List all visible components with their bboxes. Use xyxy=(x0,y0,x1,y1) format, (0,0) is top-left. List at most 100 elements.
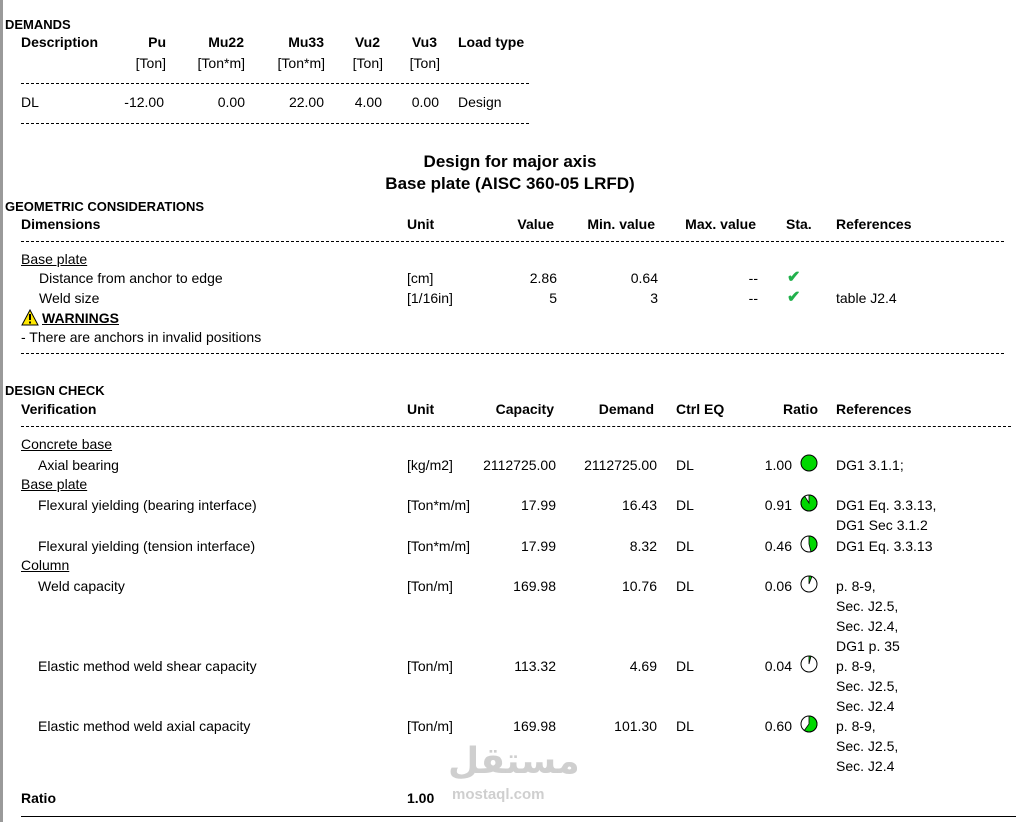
geometric-header-max: Max. value xyxy=(685,216,756,232)
geometric-row2-status-check-icon: ✔ xyxy=(787,289,801,306)
check-row-demand: 16.43 xyxy=(621,497,657,513)
designcheck-header-ratio: Ratio xyxy=(783,401,818,417)
check-row-reference: Sec. J2.5, xyxy=(836,598,899,614)
demands-separator-top xyxy=(21,83,529,84)
demands-row-loadtype: Design xyxy=(458,94,502,110)
check-row-reference: p. 8-9, xyxy=(836,718,876,734)
warning-text: - There are anchors in invalid positions xyxy=(21,329,262,345)
designcheck-header-references: References xyxy=(836,401,912,417)
demands-unit-pu: [Ton] xyxy=(135,55,166,71)
check-row-reference: Sec. J2.4 xyxy=(836,698,895,714)
geometric-header-min: Min. value xyxy=(587,216,655,232)
check-row-ratio: 0.46 xyxy=(764,538,792,554)
designcheck-section-title: DESIGN CHECK xyxy=(5,383,105,398)
check-row-capacity: 2112725.00 xyxy=(483,457,556,473)
check-row-reference: DG1 Eq. 3.3.13, xyxy=(836,497,937,513)
demands-row-description: DL xyxy=(21,94,39,110)
demands-unit-vu2: [Ton] xyxy=(352,55,383,71)
geometric-header-unit: Unit xyxy=(407,216,435,232)
ratio-gauge-icon xyxy=(800,535,818,553)
check-row-demand: 8.32 xyxy=(629,538,657,554)
check-row-label: Flexural yielding (bearing interface) xyxy=(38,497,257,513)
geometric-header-references: References xyxy=(836,216,912,232)
final-separator xyxy=(21,816,1016,817)
designcheck-group-baseplate: Base plate xyxy=(21,476,88,492)
designcheck-header-capacity: Capacity xyxy=(495,401,554,417)
check-row-ctrleq: DL xyxy=(676,658,694,674)
check-row-reference: DG1 3.1.1; xyxy=(836,457,904,473)
ratio-gauge-icon xyxy=(800,575,818,593)
left-border xyxy=(0,0,3,822)
check-row-ctrleq: DL xyxy=(676,578,694,594)
ratio-gauge-icon xyxy=(800,655,818,673)
ratio-gauge-icon xyxy=(800,494,818,512)
demands-row-mu33: 22.00 xyxy=(288,94,324,110)
check-row-unit: [Ton*m/m] xyxy=(407,538,471,554)
demands-unit-mu22: [Ton*m] xyxy=(197,55,245,71)
designcheck-header-verification: Verification xyxy=(21,401,97,417)
geometric-separator-top xyxy=(21,241,1004,242)
geometric-row2-label: Weld size xyxy=(39,290,100,306)
check-row-reference: Sec. J2.4 xyxy=(836,758,895,774)
check-row-label: Weld capacity xyxy=(38,578,125,594)
check-row-demand: 10.76 xyxy=(621,578,657,594)
demands-unit-mu33: [Ton*m] xyxy=(277,55,325,71)
geometric-row1-max: -- xyxy=(748,270,758,286)
check-row-unit: [Ton/m] xyxy=(407,578,453,594)
demands-header-loadtype: Load type xyxy=(458,34,525,50)
designcheck-separator-top xyxy=(21,426,1011,427)
demands-header-pu: Pu xyxy=(148,34,166,50)
watermark-arabic: مستقل xyxy=(448,741,580,782)
geometric-row2-reference: table J2.4 xyxy=(836,290,897,306)
demands-header-description: Description xyxy=(21,34,99,50)
check-row-unit: [kg/m2] xyxy=(407,457,453,473)
ratio-gauge-icon xyxy=(800,715,818,733)
design-title-line1: Design for major axis xyxy=(423,152,597,171)
demands-row-vu3: 0.00 xyxy=(411,94,439,110)
check-row-capacity: 169.98 xyxy=(513,578,556,594)
ratio-gauge-icon xyxy=(800,454,818,472)
check-row-unit: [Ton/m] xyxy=(407,718,453,734)
check-row-reference: DG1 Sec 3.1.2 xyxy=(836,517,928,533)
geometric-row2-max: -- xyxy=(748,290,758,306)
demands-header-mu33: Mu33 xyxy=(288,34,324,50)
check-row-ratio: 1.00 xyxy=(764,457,792,473)
demands-separator-bottom xyxy=(21,123,529,124)
check-row-label: Flexural yielding (tension interface) xyxy=(38,538,256,554)
demands-header-mu22: Mu22 xyxy=(208,34,244,50)
check-row-ratio: 0.60 xyxy=(764,718,792,734)
demands-row-mu22: 0.00 xyxy=(217,94,245,110)
designcheck-header-demand: Demand xyxy=(598,401,654,417)
check-row-reference: DG1 Eq. 3.3.13 xyxy=(836,538,933,554)
designcheck-group-concrete: Concrete base xyxy=(21,436,113,452)
check-row-reference: Sec. J2.5, xyxy=(836,678,899,694)
geometric-row1-status-check-icon: ✔ xyxy=(787,269,801,286)
demands-header-vu2: Vu2 xyxy=(354,34,380,50)
check-row-capacity: 17.99 xyxy=(520,538,556,554)
geometric-row2-min: 3 xyxy=(650,290,658,306)
geometric-header-status: Sta. xyxy=(786,216,812,232)
geometric-row1-unit: [cm] xyxy=(407,270,434,286)
geometric-section-title: GEOMETRIC CONSIDERATIONS xyxy=(5,199,205,214)
final-ratio-label: Ratio xyxy=(21,790,56,806)
check-row-unit: [Ton*m/m] xyxy=(407,497,471,513)
check-row-reference: p. 8-9, xyxy=(836,578,876,594)
designcheck-header-ctrleq: Ctrl EQ xyxy=(676,401,725,417)
check-row-reference: p. 8-9, xyxy=(836,658,876,674)
check-row-ratio: 0.04 xyxy=(764,658,792,674)
check-row-demand: 2112725.00 xyxy=(584,457,657,473)
check-row-ratio: 0.91 xyxy=(764,497,792,513)
check-row-reference: Sec. J2.5, xyxy=(836,738,899,754)
warnings-title: WARNINGS xyxy=(42,310,119,326)
demands-header-vu3: Vu3 xyxy=(411,34,437,50)
check-row-reference: DG1 p. 35 xyxy=(836,638,900,654)
demands-row-pu: -12.00 xyxy=(124,94,164,110)
check-row-ctrleq: DL xyxy=(676,718,694,734)
check-row-ratio: 0.06 xyxy=(764,578,792,594)
check-row-label: Elastic method weld shear capacity xyxy=(38,658,257,674)
geometric-header-dimensions: Dimensions xyxy=(21,216,101,232)
designcheck-header-unit: Unit xyxy=(407,401,435,417)
watermark-latin: mostaql.com xyxy=(452,786,545,803)
check-row-demand: 4.69 xyxy=(629,658,657,674)
warning-icon xyxy=(21,309,39,326)
